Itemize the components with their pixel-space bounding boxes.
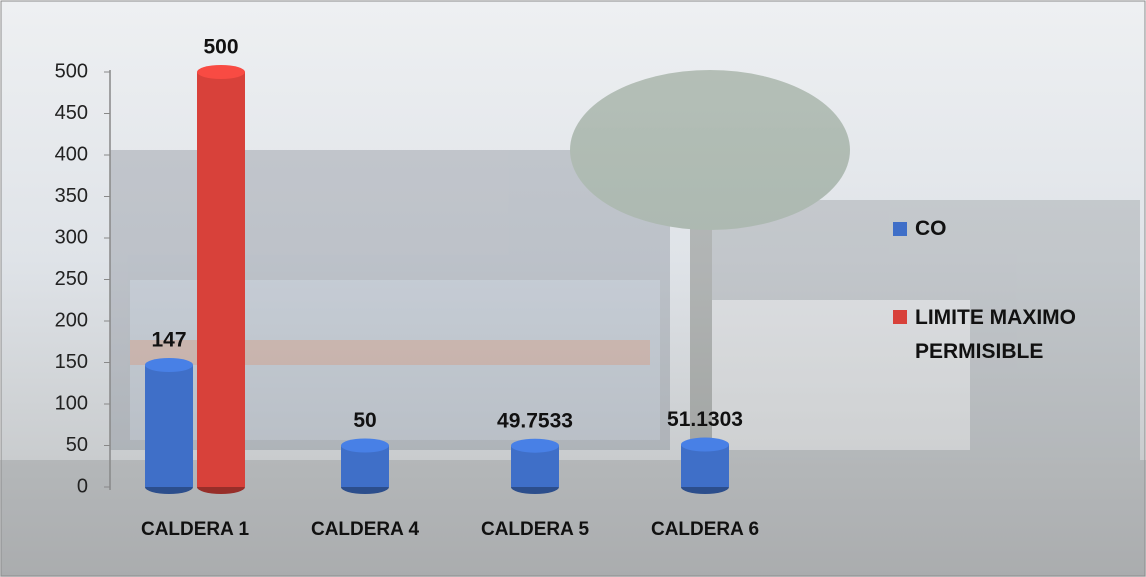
x-tick-label: CALDERA 1: [141, 519, 249, 540]
y-tick-label: 450: [55, 102, 88, 124]
y-tick-label: 0: [77, 475, 88, 497]
legend-swatch: [893, 310, 907, 324]
bar-top: [145, 357, 193, 372]
x-tick-label: CALDERA 4: [311, 519, 419, 540]
y-tick-label: 300: [55, 226, 88, 248]
legend-swatch: [893, 222, 907, 236]
data-label: 51.1303: [667, 408, 743, 431]
y-tick-label: 150: [55, 351, 88, 373]
legend-label: LIMITE MAXIMO PERMISIBLE: [915, 306, 1076, 363]
data-label: 50: [353, 409, 376, 432]
y-tick-label: 250: [55, 268, 88, 290]
bar-top: [197, 65, 245, 79]
y-tick-label: 400: [55, 143, 88, 165]
data-label: 147: [151, 329, 186, 352]
bar: [145, 364, 193, 487]
y-tick-label: 500: [55, 60, 88, 82]
bar-top: [511, 438, 559, 453]
y-tick-label: 200: [55, 309, 88, 331]
data-label: 49.7533: [497, 409, 573, 432]
y-tick-label: 50: [66, 434, 88, 456]
bar: [197, 72, 245, 487]
data-label: 500: [203, 36, 238, 59]
bar-top: [681, 437, 729, 452]
legend-label: CO: [915, 217, 947, 240]
y-tick-label: 350: [55, 185, 88, 207]
x-tick-label: CALDERA 5: [481, 519, 589, 540]
x-tick-label: CALDERA 6: [651, 519, 759, 540]
bar: [681, 444, 729, 487]
y-tick-label: 100: [55, 392, 88, 414]
bar-top: [341, 438, 389, 453]
